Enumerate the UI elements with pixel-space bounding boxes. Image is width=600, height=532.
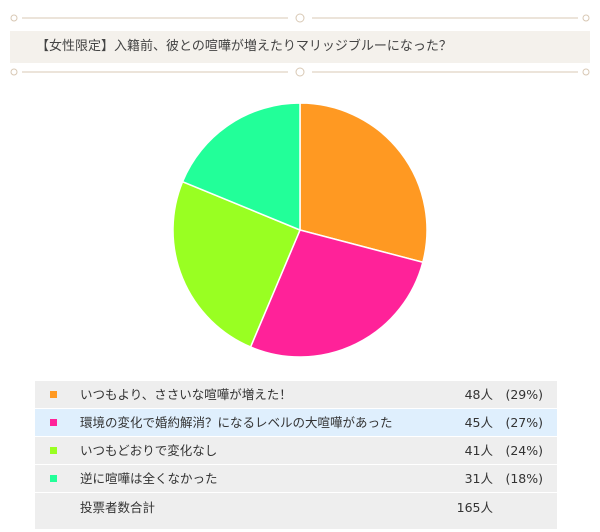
pie-chart [172, 102, 428, 358]
total-label: 投票者数合計 [80, 500, 156, 515]
vote-percent: (29%) [505, 387, 543, 402]
legend-swatch [50, 419, 57, 426]
pie-slice [249, 229, 424, 358]
pie-slice [299, 102, 428, 264]
legend-swatch [50, 391, 57, 398]
vote-percent: (24%) [505, 443, 543, 458]
vote-count: 31人 [464, 471, 493, 486]
total-count: 165人 [456, 500, 493, 515]
option-label: 環境の変化で婚約解消？になるレベルの大喧嘩があった [80, 415, 393, 430]
vote-count: 48人 [464, 387, 493, 402]
option-label: いつもどおりで変化なし [80, 443, 218, 458]
table-row: 環境の変化で婚約解消？になるレベルの大喧嘩があった 45人 (27%) [35, 409, 557, 437]
option-label: 逆に喧嘩は全くなかった [80, 471, 218, 486]
total-row: 投票者数合計 165人 [35, 493, 557, 529]
vote-count: 41人 [464, 443, 493, 458]
table-row: 逆に喧嘩は全くなかった 31人 (18%) [35, 465, 557, 493]
option-label: いつもより、ささいな喧嘩が増えた！ [80, 387, 292, 402]
vote-count: 45人 [464, 415, 493, 430]
table-row: いつもどおりで変化なし 41人 (24%) [35, 437, 557, 465]
vote-percent: (18%) [505, 471, 543, 486]
vote-percent: (27%) [505, 415, 543, 430]
legend-swatch [50, 475, 57, 482]
poll-title: 【女性限定】入籍前、彼との喧嘩が増えたりマリッジブルーになった？ [10, 31, 590, 63]
ornament-divider-top [10, 13, 590, 23]
table-row: いつもより、ささいな喧嘩が増えた！ 48人 (29%) [35, 381, 557, 409]
pie-slice [172, 180, 301, 348]
pie-slice [181, 102, 301, 232]
ornament-divider-bottom [10, 67, 590, 77]
legend-swatch [50, 447, 57, 454]
results-table: いつもより、ささいな喧嘩が増えた！ 48人 (29%) 環境の変化で婚約解消？になる… [35, 381, 557, 529]
